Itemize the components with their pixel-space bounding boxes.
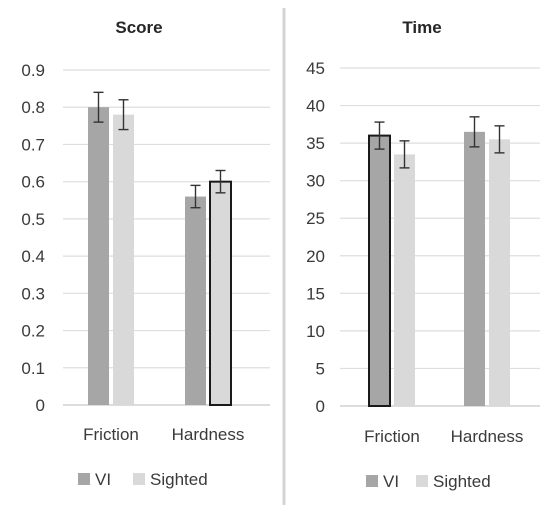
- y-tick-label: 0.8: [21, 98, 45, 117]
- legend-label: Sighted: [150, 470, 208, 489]
- y-tick-label: 0.3: [21, 284, 45, 303]
- y-tick-label: 0: [36, 396, 45, 415]
- bar: [489, 139, 510, 406]
- bar: [185, 196, 206, 405]
- y-tick-label: 0.1: [21, 359, 45, 378]
- x-tick-label: Hardness: [172, 425, 245, 444]
- y-tick-label: 35: [306, 134, 325, 153]
- legend-label: VI: [383, 472, 399, 491]
- legend-swatch: [416, 475, 428, 487]
- y-tick-label: 10: [306, 322, 325, 341]
- y-tick-label: 0.9: [21, 61, 45, 80]
- y-tick-label: 0.2: [21, 322, 45, 341]
- x-tick-label: Hardness: [451, 427, 524, 446]
- y-tick-label: 0: [316, 397, 325, 416]
- legend-label: Sighted: [433, 472, 491, 491]
- bar: [88, 107, 109, 405]
- legend-swatch: [78, 473, 90, 485]
- x-tick-label: Friction: [364, 427, 420, 446]
- y-tick-label: 0.4: [21, 247, 45, 266]
- bar: [209, 180, 232, 406]
- y-tick-label: 30: [306, 172, 325, 191]
- score-panel: 0 0.1 0.2 0.3 0.4 0.5 0.6 0.7 0.8 0.9 Friction Hard…: [21, 18, 270, 489]
- y-tick-label: 20: [306, 247, 325, 266]
- y-tick-label: 45: [306, 59, 325, 78]
- x-tick-label: Friction: [83, 425, 139, 444]
- bar: [394, 154, 415, 406]
- legend-swatch: [366, 475, 378, 487]
- legend-swatch: [133, 473, 145, 485]
- y-tick-label: 40: [306, 97, 325, 116]
- y-tick-label: 0.5: [21, 210, 45, 229]
- y-tick-label: 15: [306, 284, 325, 303]
- bar: [464, 131, 485, 406]
- chart-title: Time: [402, 18, 441, 37]
- chart-title: Score: [115, 18, 162, 37]
- bar: [368, 134, 391, 407]
- y-tick-label: 0.7: [21, 135, 45, 154]
- bar: [113, 114, 134, 406]
- y-tick-label: 0.6: [21, 173, 45, 192]
- legend-label: VI: [95, 470, 111, 489]
- y-tick-label: 25: [306, 209, 325, 228]
- y-tick-label: 5: [316, 359, 325, 378]
